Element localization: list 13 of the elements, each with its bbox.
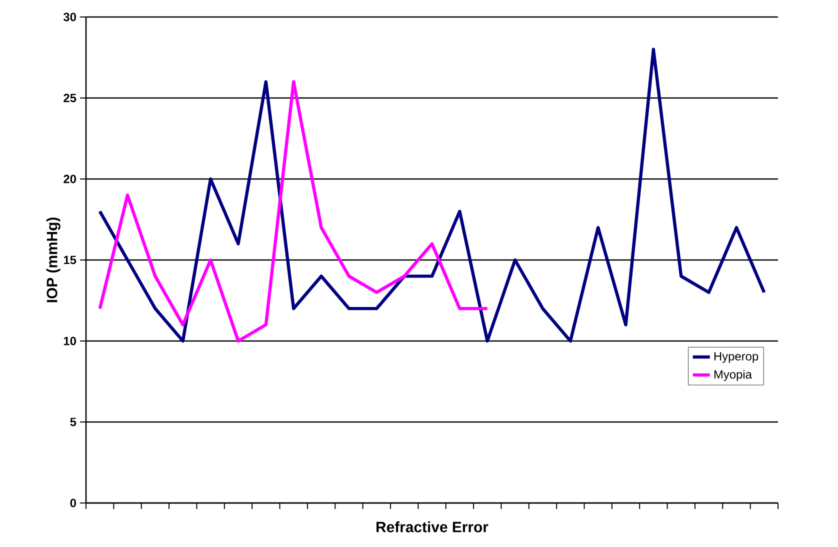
y-tick-label: 0 [70,498,76,508]
y-tick-label: 5 [70,418,76,426]
y-axis-title: IOP (mmHg) [46,218,60,302]
y-tick-label: 10 [64,336,76,346]
line-series [98,48,766,343]
line-series [98,80,489,343]
y-tick-label: 15 [64,256,76,264]
y-tick-label: 30 [63,12,76,22]
legend-label: Myopia [714,370,752,382]
y-tick-label: 25 [64,94,76,102]
x-axis-title: Refractive Error [376,521,488,532]
legend-label: Hyperop [714,352,758,363]
y-tick-label: 20 [64,174,76,184]
